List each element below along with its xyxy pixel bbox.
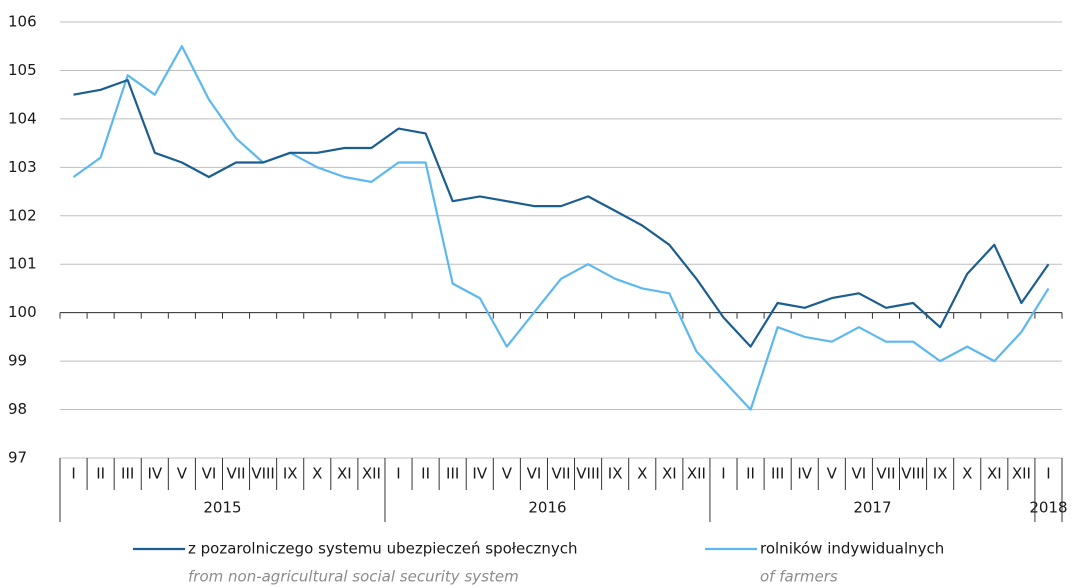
y-tick-label: 103 — [8, 158, 37, 176]
x-tick-label: II — [421, 465, 430, 483]
x-tick-label: II — [96, 465, 105, 483]
y-tick-label: 100 — [8, 303, 37, 321]
year-label: 2015 — [203, 499, 241, 517]
x-tick-label: V — [177, 465, 188, 483]
y-tick-label: 97 — [8, 449, 27, 467]
x-tick-label: XII — [362, 465, 381, 483]
x-tick-label: IV — [797, 465, 812, 483]
x-tick-label: III — [771, 465, 784, 483]
x-tick-label: I — [721, 465, 725, 483]
x-tick-label: V — [827, 465, 838, 483]
x-tick-label: IV — [472, 465, 487, 483]
year-label: 2016 — [528, 499, 566, 517]
x-tick-label: IX — [283, 465, 298, 483]
y-tick-label: 102 — [8, 206, 37, 224]
x-tick-label: V — [502, 465, 513, 483]
x-tick-label: XI — [987, 465, 1002, 483]
series-line — [72, 45, 1050, 411]
legend-label: rolników indywidualnych — [760, 540, 944, 558]
x-tick-label: I — [396, 465, 400, 483]
legend-label: z pozarolniczego systemu ubezpieczeń spo… — [188, 540, 578, 558]
y-tick-label: 99 — [8, 352, 27, 370]
x-tick-label: VII — [551, 465, 570, 483]
year-label: 2018 — [1029, 499, 1067, 517]
x-tick-label: VI — [852, 465, 867, 483]
y-tick-label: 104 — [8, 109, 37, 127]
x-tick-label: VIII — [576, 465, 600, 483]
x-tick-label: I — [1046, 465, 1050, 483]
x-tick-label: VIII — [251, 465, 275, 483]
x-tick-label: XI — [662, 465, 677, 483]
series-line — [73, 79, 1050, 348]
x-tick-label: II — [746, 465, 755, 483]
x-tick-label: III — [121, 465, 134, 483]
x-tick-label: I — [71, 465, 75, 483]
legend-sublabel: from non-agricultural social security sy… — [188, 568, 519, 586]
x-tick-label: XI — [337, 465, 352, 483]
year-label: 2017 — [853, 499, 891, 517]
legend-sublabel: of farmers — [760, 568, 838, 586]
x-tick-label: VI — [202, 465, 217, 483]
x-tick-label: X — [312, 465, 322, 483]
x-tick-label: IX — [608, 465, 623, 483]
x-tick-label: VI — [527, 465, 542, 483]
x-tick-label: III — [446, 465, 459, 483]
x-tick-label: IV — [147, 465, 162, 483]
y-tick-label: 98 — [8, 400, 27, 418]
x-tick-label: XII — [1012, 465, 1031, 483]
x-tick-label: VII — [876, 465, 895, 483]
y-tick-label: 106 — [8, 13, 37, 31]
x-tick-label: VIII — [901, 465, 925, 483]
x-tick-label: IX — [933, 465, 948, 483]
legend: z pozarolniczego systemu ubezpieczeń spo… — [133, 540, 944, 586]
y-tick-label: 105 — [8, 61, 37, 79]
x-tick-label: VII — [226, 465, 245, 483]
x-tick-label: X — [637, 465, 647, 483]
y-tick-label: 101 — [8, 255, 37, 273]
x-tick-label: X — [962, 465, 972, 483]
x-tick-label: XII — [687, 465, 706, 483]
